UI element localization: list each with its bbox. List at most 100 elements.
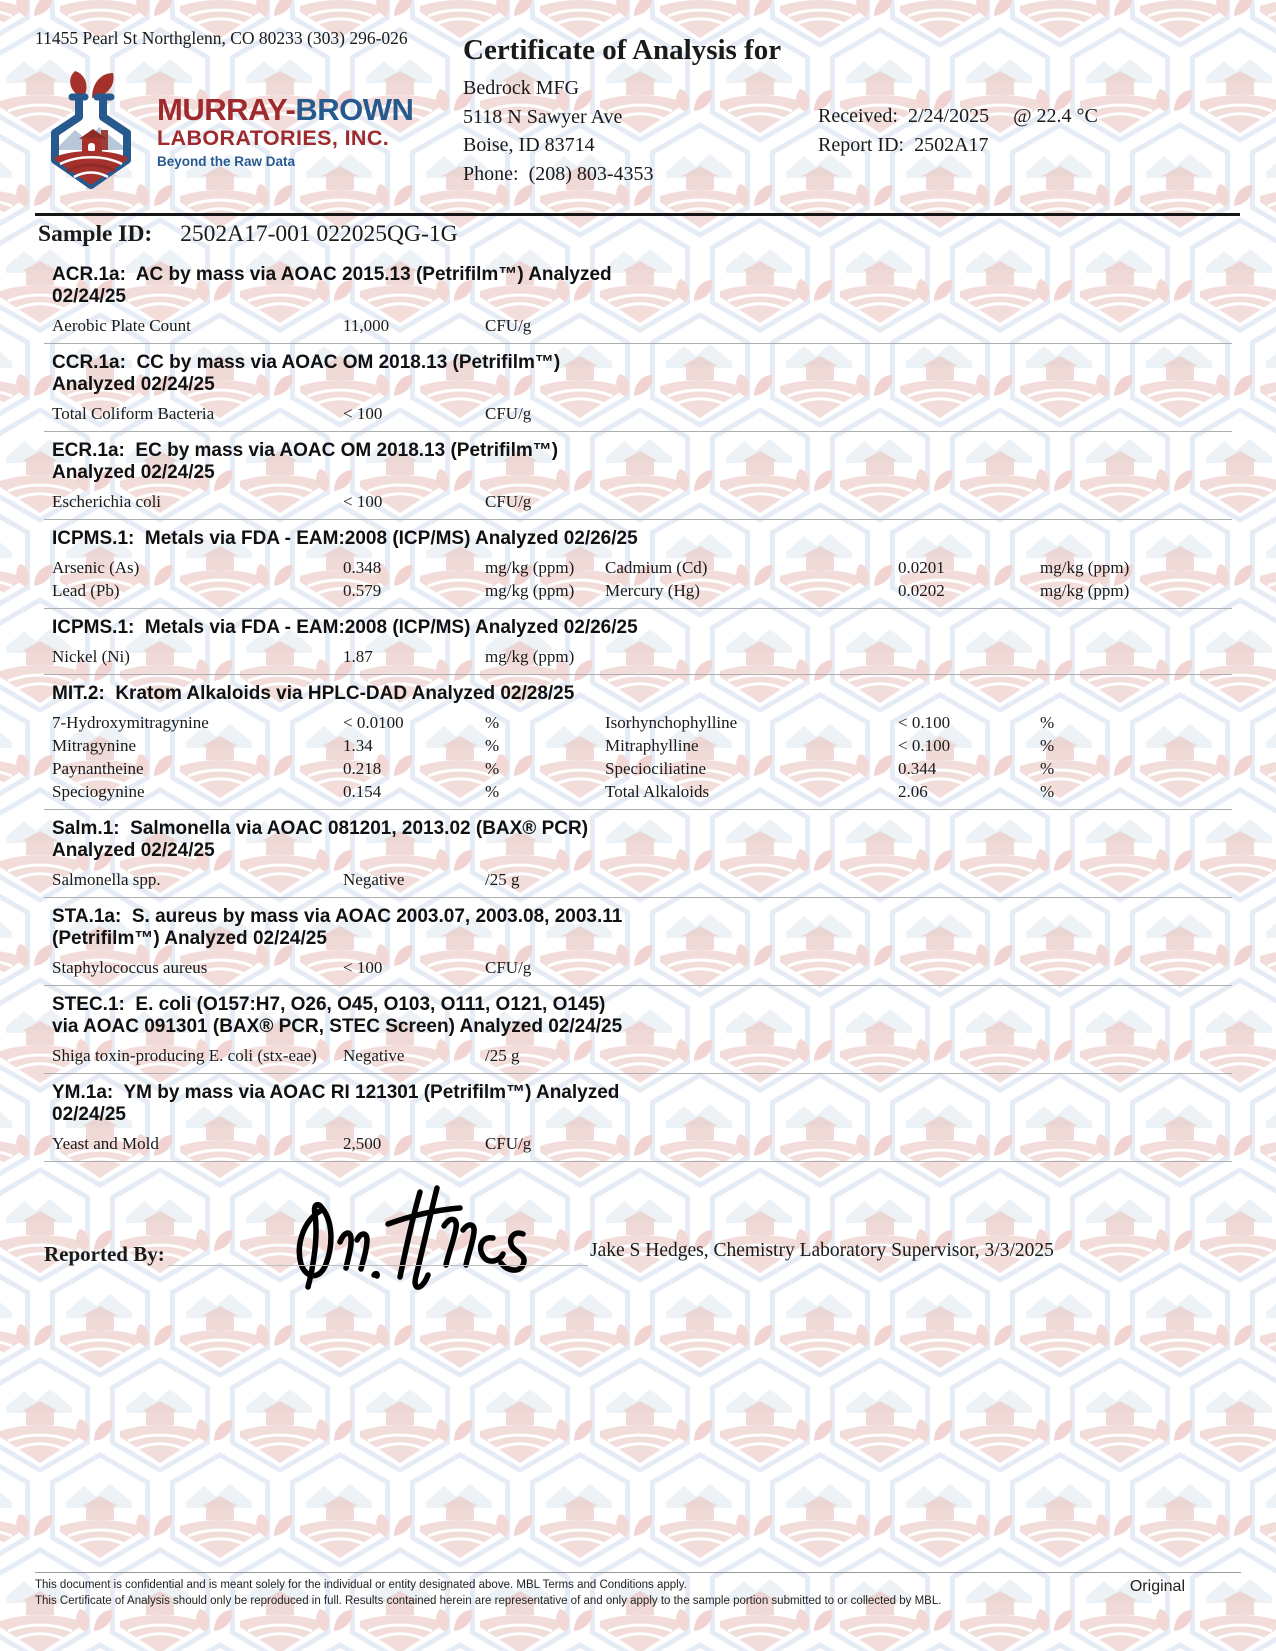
- reported-by-label: Reported By:: [44, 1242, 165, 1266]
- result-row: Arsenic (As) 0.348 mg/kg (ppm) Cadmium (Cd)…: [52, 556, 1240, 579]
- section-title: ECR.1a: EC by mass via AOAC OM 2018.13 (…: [52, 440, 559, 483]
- client-phone: Phone: (208) 803-4353: [463, 162, 654, 185]
- result-unit: %: [1040, 782, 1055, 801]
- result-row: Speciogynine 0.154% Total Alkaloids 2.06%: [52, 780, 1240, 803]
- result-unit: CFU/g: [485, 958, 532, 977]
- result-value: 1.34: [343, 736, 373, 755]
- section-rows: Aerobic Plate Count 11,000 CFU/g: [52, 314, 1240, 337]
- section-divider: [44, 1161, 1232, 1162]
- result-value: < 100: [343, 404, 383, 423]
- header-rule: [35, 213, 1240, 216]
- analyte-name: Escherichia coli: [52, 492, 162, 511]
- analyte-name: Salmonella spp.: [52, 870, 161, 889]
- test-section: ICPMS.1: Metals via FDA - EAM:2008 (ICP/…: [35, 520, 1240, 602]
- analyte-name: [605, 956, 898, 979]
- analyte-name: Shiga toxin-producing E. coli (stx-eae): [52, 1046, 317, 1065]
- result-value: 2.06: [898, 782, 928, 801]
- analyte-name: [605, 1132, 898, 1155]
- result-value: [898, 645, 1040, 668]
- section-title: Salm.1: Salmonella via AOAC 081201, 2013…: [52, 818, 589, 861]
- section-rows: 7-Hydroxymitragynine < 0.0100% Isorhynchop…: [52, 711, 1240, 803]
- result-value: < 0.100: [898, 713, 951, 732]
- result-value: < 0.100: [898, 736, 951, 755]
- section-rows: Yeast and Mold 2,500 CFU/g: [52, 1132, 1240, 1155]
- test-section: ACR.1a: AC by mass via AOAC 2015.13 (Pet…: [35, 256, 1240, 337]
- analyte-name: [605, 402, 898, 425]
- result-row: Staphylococcus aureus < 100 CFU/g: [52, 956, 1240, 979]
- result-row: Shiga toxin-producing E. coli (stx-eae) N…: [52, 1044, 1240, 1067]
- sample-id-value: 2502A17-001 022025QG-1G: [180, 221, 458, 247]
- result-unit: %: [485, 782, 500, 801]
- test-section: YM.1a: YM by mass via AOAC RI 121301 (Pe…: [35, 1074, 1240, 1155]
- analyte-name: [605, 490, 898, 513]
- report-id-line: Report ID: 2502A17: [818, 133, 989, 156]
- result-unit: [1040, 1132, 1240, 1155]
- result-value: [898, 956, 1040, 979]
- sample-id-label: Sample ID:: [38, 221, 153, 247]
- analyte-name: Total Coliform Bacteria: [52, 404, 215, 423]
- signer-name-title: Jake S Hedges, Chemistry Laboratory Supe…: [590, 1240, 1054, 1261]
- result-value: [898, 1132, 1040, 1155]
- result-row: 7-Hydroxymitragynine < 0.0100% Isorhynchop…: [52, 711, 1240, 734]
- result-value: < 100: [343, 492, 383, 511]
- result-value: [898, 314, 1040, 337]
- section-rows: Nickel (Ni) 1.87 mg/kg (ppm): [52, 645, 1240, 668]
- section-title: MIT.2: Kratom Alkaloids via HPLC-DAD Ana…: [52, 683, 575, 704]
- analyte-name: Aerobic Plate Count: [52, 316, 191, 335]
- result-unit: CFU/g: [485, 1134, 532, 1153]
- result-unit: %: [1040, 736, 1055, 755]
- result-unit: %: [1040, 713, 1055, 732]
- analyte-name: [605, 868, 898, 891]
- result-row: Nickel (Ni) 1.87 mg/kg (ppm): [52, 645, 1240, 668]
- result-unit: [1040, 402, 1240, 425]
- result-unit: mg/kg (ppm): [1040, 558, 1130, 577]
- test-section: ECR.1a: EC by mass via AOAC OM 2018.13 (…: [35, 432, 1240, 513]
- client-block: Bedrock MFG 5118 N Sawyer Ave Boise, ID …: [463, 74, 654, 188]
- footer-disclaimer: This document is confidential and is mea…: [35, 1578, 1035, 1609]
- result-row: Mitragynine 1.34% Mitraphylline < 0.100%: [52, 734, 1240, 757]
- signature-block: Reported By: Jake S Hedges, Chemis: [35, 1185, 1240, 1307]
- logo-tagline: Beyond the Raw Data: [157, 154, 296, 169]
- section-title: STEC.1: E. coli (O157:H7, O26, O45, O103…: [52, 994, 623, 1037]
- murray-brown-logo: MURRAY-BROWN LABORATORIES, INC. Beyond t…: [33, 70, 414, 194]
- result-value: 0.0201: [898, 558, 945, 577]
- section-title: ICPMS.1: Metals via FDA - EAM:2008 (ICP/…: [52, 528, 638, 549]
- result-value: 0.218: [343, 759, 382, 778]
- section-rows: Shiga toxin-producing E. coli (stx-eae) N…: [52, 1044, 1240, 1067]
- test-section: STEC.1: E. coli (O157:H7, O26, O45, O103…: [35, 986, 1240, 1067]
- test-section: MIT.2: Kratom Alkaloids via HPLC-DAD Ana…: [35, 675, 1240, 803]
- result-value: 0.348: [343, 558, 382, 577]
- result-unit: [1040, 314, 1240, 337]
- analyte-name: Staphylococcus aureus: [52, 958, 208, 977]
- received-line: Received: 2/24/2025 @ 22.4 °C: [818, 105, 1098, 127]
- logo-text: MURRAY-BROWN LABORATORIES, INC. Beyond t…: [157, 70, 414, 170]
- analyte-name: Speciogynine: [52, 782, 145, 801]
- result-value: 11,000: [343, 316, 390, 335]
- test-section: Salm.1: Salmonella via AOAC 081201, 2013…: [35, 810, 1240, 891]
- result-row: Total Coliform Bacteria < 100 CFU/g: [52, 402, 1240, 425]
- client-city: Boise, ID 83714: [463, 134, 595, 156]
- section-title: YM.1a: YM by mass via AOAC RI 121301 (Pe…: [52, 1082, 620, 1125]
- footer-line-1: This document is confidential and is mea…: [35, 1579, 687, 1591]
- analyte-name: Speciociliatine: [605, 759, 707, 778]
- sample-id-line: Sample ID: 2502A17-001 022025QG-1G: [38, 221, 458, 248]
- logo-subtitle: LABORATORIES, INC.: [157, 126, 390, 150]
- section-title: ACR.1a: AC by mass via AOAC 2015.13 (Pet…: [52, 264, 612, 307]
- result-value: Negative: [343, 870, 405, 889]
- result-unit: mg/kg (ppm): [485, 647, 575, 666]
- result-unit: [1040, 645, 1240, 668]
- analyte-name: Mitragynine: [52, 736, 137, 755]
- result-value: < 0.0100: [343, 713, 404, 732]
- signature-line: [168, 1265, 588, 1266]
- flask-icon: [51, 93, 131, 189]
- result-value: [898, 868, 1040, 891]
- result-unit: [1040, 868, 1240, 891]
- sections-list: ACR.1a: AC by mass via AOAC 2015.13 (Pet…: [35, 256, 1240, 1162]
- client-name: Bedrock MFG: [463, 77, 580, 99]
- analyte-name: Cadmium (Cd): [605, 558, 708, 577]
- result-value: 0.154: [343, 782, 382, 801]
- section-divider: [44, 343, 1232, 344]
- analyte-name: Lead (Pb): [52, 581, 120, 600]
- test-section: CCR.1a: CC by mass via AOAC OM 2018.13 (…: [35, 344, 1240, 425]
